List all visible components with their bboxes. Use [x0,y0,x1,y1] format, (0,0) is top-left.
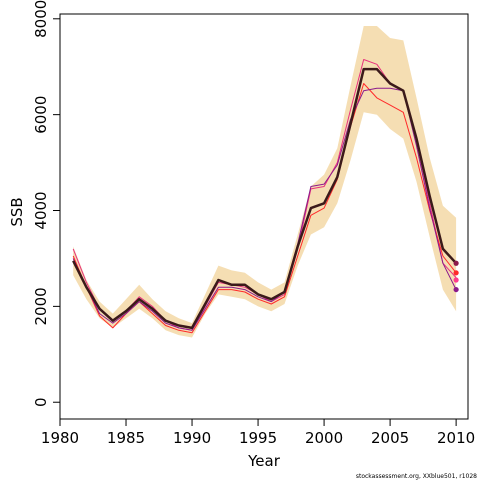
end-point-1 [453,260,459,266]
x-tick-label: 1990 [173,429,211,447]
x-tick-label: 1980 [41,429,79,447]
end-point-4 [453,286,459,293]
end-points-layer [453,260,459,293]
series-line-1 [72,67,458,330]
y-tick-label: 4000 [32,191,50,229]
y-axis-title: SSB [8,197,26,226]
plot-frame [59,13,469,420]
confidence-band [73,26,457,338]
x-tick-label: 1995 [239,429,277,447]
x-tick-label: 2005 [371,429,409,447]
y-tick-label: 8000 [32,0,50,38]
series-layer [72,59,458,334]
y-tick-label: 2000 [32,287,50,325]
end-point-3 [453,277,459,283]
series-line-4 [72,87,457,331]
y-tick-label: 0 [32,397,50,407]
x-tick-label: 2010 [437,429,475,447]
end-point-2 [453,270,459,276]
credit-text: stockassessment.org, XXblue501, r1028 [356,473,477,480]
x-tick-label: 2000 [305,429,343,447]
x-axis: 1980 1985 1990 1995 2000 2005 2010 [41,419,475,447]
y-tick-label: 6000 [32,96,50,134]
x-tick-label: 1985 [107,429,145,447]
y-axis: 0 2000 4000 6000 8000 [32,0,60,407]
x-axis-title: Year [247,452,281,470]
confidence-band-layer [73,26,457,338]
